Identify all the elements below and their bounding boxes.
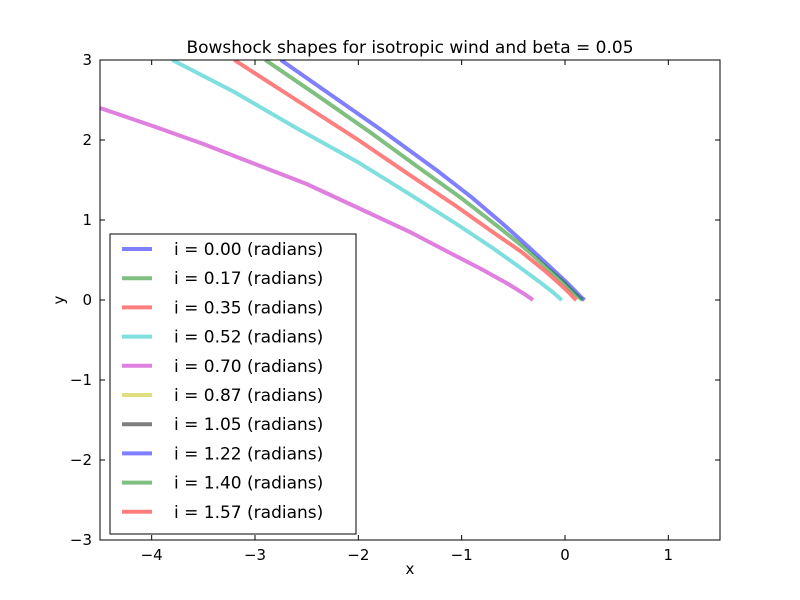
y-tick-label: 2 bbox=[82, 131, 92, 149]
x-axis-label: x bbox=[406, 560, 415, 578]
series-lines bbox=[100, 60, 586, 302]
y-tick-label: 1 bbox=[82, 211, 92, 229]
legend: i = 0.00 (radians) i = 0.17 (radians) i = … bbox=[109, 233, 357, 535]
series-line-4 bbox=[171, 60, 564, 302]
legend-label-10: i = 1.57 (radians) bbox=[174, 503, 323, 523]
y-tick-label: 3 bbox=[82, 51, 92, 69]
legend-label-9: i = 1.40 (radians) bbox=[174, 474, 323, 494]
legend-label-4: i = 0.52 (radians) bbox=[174, 328, 323, 348]
legend-label-3: i = 0.35 (radians) bbox=[174, 298, 323, 318]
chart-title: Bowshock shapes for isotropic wind and b… bbox=[186, 38, 633, 58]
x-tick-label: 1 bbox=[664, 546, 674, 564]
x-tick-label: 0 bbox=[560, 546, 570, 564]
y-tick-label: 0 bbox=[82, 291, 92, 309]
legend-label-6: i = 0.87 (radians) bbox=[174, 386, 323, 406]
series-line-2 bbox=[264, 60, 584, 302]
legend-label-2: i = 0.17 (radians) bbox=[174, 269, 323, 289]
y-axis-label: y bbox=[50, 295, 68, 304]
legend-label-7: i = 1.05 (radians) bbox=[174, 415, 323, 435]
y-tick-label: −2 bbox=[70, 451, 92, 469]
series-line-3 bbox=[233, 60, 578, 302]
x-tick-label: −4 bbox=[141, 546, 163, 564]
legend-label-5: i = 0.70 (radians) bbox=[174, 357, 323, 377]
series-line-5 bbox=[100, 106, 535, 302]
y-tick-label: −3 bbox=[70, 531, 92, 549]
x-tick-label: −3 bbox=[244, 546, 266, 564]
legend-label-8: i = 1.22 (radians) bbox=[174, 444, 323, 464]
x-tick-label: −1 bbox=[451, 546, 473, 564]
x-tick-label: −2 bbox=[347, 546, 369, 564]
legend-label-1: i = 0.00 (radians) bbox=[174, 240, 323, 260]
y-tick-label: −1 bbox=[70, 371, 92, 389]
